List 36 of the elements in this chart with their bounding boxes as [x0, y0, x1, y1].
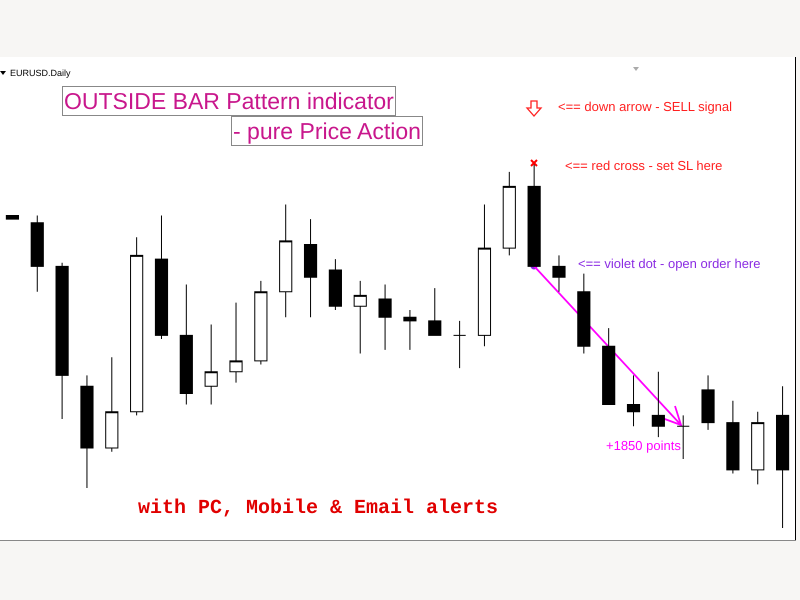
candlestick — [626, 374, 640, 427]
candlestick — [726, 400, 740, 474]
text: <== down arrow - SELL signal — [558, 99, 732, 114]
candlestick — [428, 288, 442, 336]
candlestick — [751, 411, 764, 485]
candlestick — [229, 302, 243, 384]
candlestick — [701, 374, 715, 430]
candlestick — [80, 374, 94, 489]
candlestick — [105, 356, 118, 452]
candlestick — [453, 320, 466, 369]
candlestick — [304, 218, 318, 318]
candlestick — [577, 273, 590, 354]
candlestick — [478, 204, 492, 347]
candlestick — [502, 171, 516, 256]
candlestick — [328, 258, 342, 310]
chart-subtitle: EURUSD.Daily — [10, 68, 72, 78]
candlestick — [130, 236, 144, 416]
candlestick — [180, 284, 193, 405]
candlestick — [56, 262, 69, 420]
candlestick — [403, 309, 417, 350]
annotation: +1850 points — [606, 438, 682, 453]
candlestick — [30, 214, 44, 292]
annotation: <== red cross - set SL here — [565, 158, 722, 173]
candlestick — [776, 386, 790, 529]
candlestick — [204, 324, 218, 405]
candlestick — [552, 254, 566, 292]
candlestick — [154, 214, 168, 340]
annotation: <== violet dot - open order here — [578, 256, 760, 271]
candlestick — [279, 204, 292, 318]
candlestick — [602, 328, 616, 405]
annotation: with PC, Mobile & Email alerts — [138, 497, 498, 520]
candlestick — [254, 280, 268, 365]
chart-title: OUTSIDE BAR Pattern indicator - pure Price Action — [64, 88, 421, 144]
candlestick — [354, 280, 367, 354]
candlestick — [378, 284, 392, 350]
candlestick — [652, 371, 665, 438]
